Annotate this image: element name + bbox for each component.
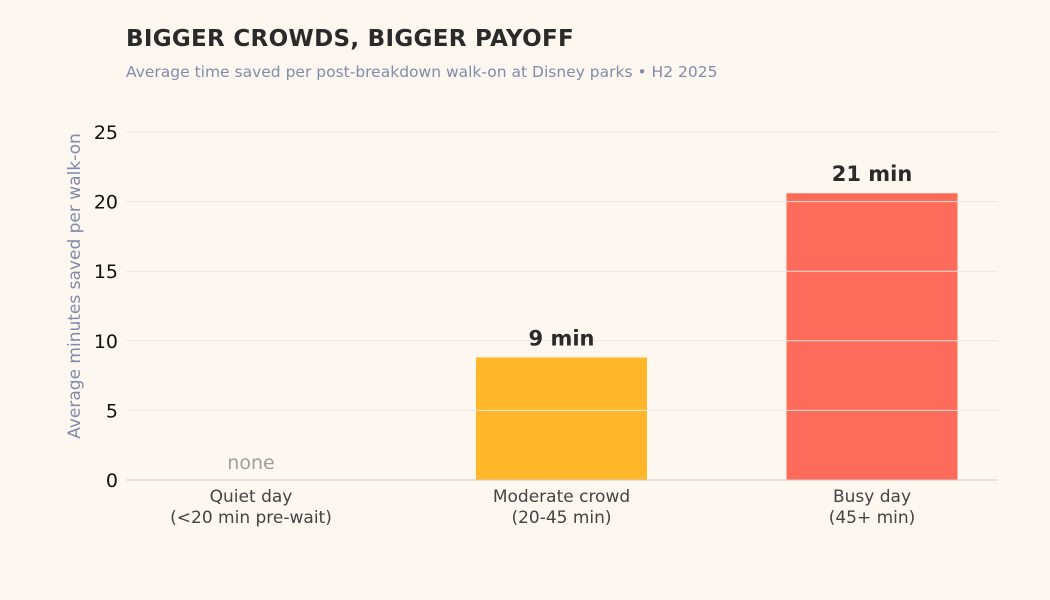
- x-tick-label: Quiet day: [210, 487, 293, 507]
- data-label: 21 min: [832, 162, 913, 186]
- y-tick-label: 15: [94, 261, 118, 283]
- x-tick-label: Moderate crowd: [493, 487, 630, 507]
- data-label: 9 min: [529, 327, 595, 351]
- chart-subtitle: Average time saved per post-breakdown wa…: [126, 63, 718, 81]
- bar: [786, 193, 958, 481]
- y-tick-label: 5: [106, 400, 118, 422]
- y-axis-label: Average minutes saved per walk-on: [65, 133, 85, 439]
- chart-title: BIGGER CROWDS, BIGGER PAYOFF: [126, 26, 575, 52]
- x-tick-label: (20-45 min): [511, 508, 611, 528]
- x-tick-label: (45+ min): [829, 508, 916, 528]
- data-label: none: [227, 452, 274, 474]
- y-tick-label: 10: [94, 331, 118, 353]
- y-tick-label: 20: [94, 192, 118, 214]
- x-tick-label: Busy day: [833, 487, 911, 507]
- y-tick-label: 25: [94, 122, 118, 144]
- y-tick-label: 0: [106, 470, 118, 492]
- bar: [476, 357, 647, 480]
- x-tick-label: (<20 min pre-wait): [170, 508, 332, 528]
